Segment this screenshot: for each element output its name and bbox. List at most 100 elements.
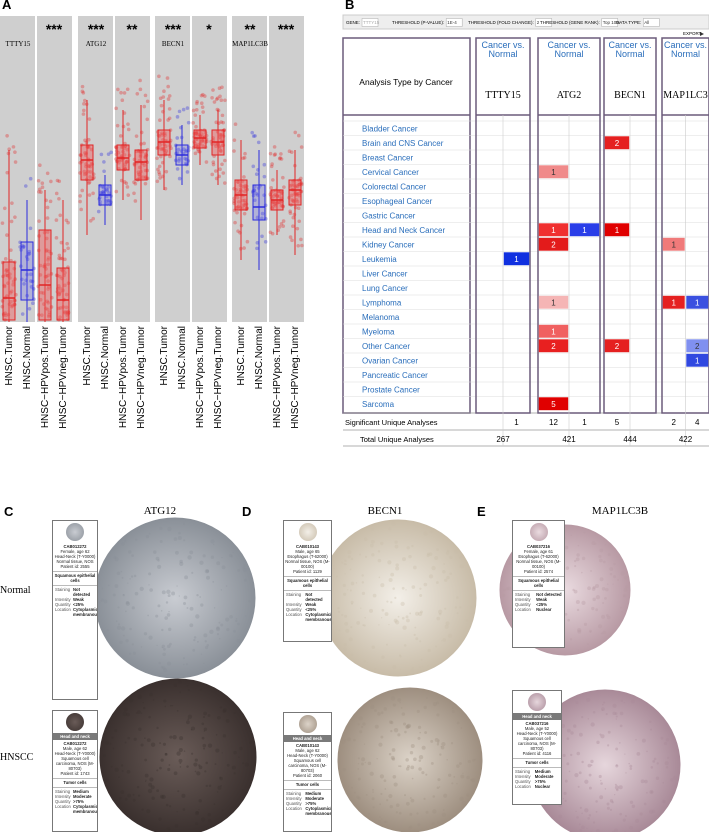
scatter-dot	[242, 246, 246, 250]
scatter-dot	[217, 132, 222, 137]
tissue-speck	[601, 707, 605, 711]
tissue-speck	[605, 712, 608, 716]
scatter-dot	[202, 94, 207, 98]
box	[38, 229, 52, 321]
tissue-speck	[601, 709, 604, 711]
analysis-cell	[604, 223, 630, 237]
tissue-speck	[431, 822, 435, 826]
tissue-speck	[661, 799, 666, 804]
tissue-speck	[156, 789, 160, 793]
significant-count: 1	[582, 418, 587, 427]
card-thumbnail	[513, 521, 564, 543]
thumbnail-image	[298, 715, 317, 733]
tissue-speck	[446, 549, 450, 553]
tissue-speck	[414, 626, 417, 629]
tissue-speck	[623, 575, 628, 580]
tissue-speck	[409, 751, 414, 755]
tissue-speck	[581, 825, 585, 830]
scatter-dot	[87, 193, 92, 197]
tissue-speck	[415, 637, 419, 641]
tissue-speck	[349, 568, 352, 571]
tissue-speck	[166, 589, 171, 595]
tissue-speck	[218, 637, 221, 640]
scatter-dot	[273, 192, 277, 197]
tissue-speck	[363, 624, 366, 627]
gene-name: BECN1	[162, 40, 185, 48]
scatter-dot	[221, 171, 226, 175]
scatter-dot	[40, 313, 44, 317]
scatter-dot	[277, 194, 282, 199]
control-input	[643, 18, 660, 27]
card-field: Quantity >75%	[513, 779, 561, 784]
tissue-speck	[442, 570, 446, 574]
tissue-speck	[405, 767, 410, 771]
field-label: Location	[515, 607, 531, 612]
tissue-speck	[426, 665, 429, 667]
tissue-speck	[444, 578, 448, 582]
tissue-speck	[216, 632, 220, 636]
analysis-cell	[686, 339, 709, 353]
tissue-speck	[411, 666, 414, 669]
tissue-speck	[200, 653, 203, 655]
tissue-speck	[116, 571, 121, 576]
scatter-dot	[142, 141, 146, 146]
scatter-dot	[57, 292, 62, 296]
cell-count: 1	[672, 298, 677, 307]
card-line: Male, age 62	[62, 746, 88, 751]
scatter-dot	[45, 205, 50, 210]
tissue-speck	[171, 591, 176, 596]
tissue-speck	[440, 745, 443, 748]
tissue-speck	[140, 646, 143, 648]
scatter-dot	[4, 313, 8, 318]
tissue-speck	[572, 588, 575, 592]
tissue-speck	[337, 607, 340, 610]
tissue-speck	[160, 794, 164, 799]
tissue-speck	[456, 612, 459, 615]
tissue-speck	[405, 725, 409, 729]
tissue-speck	[590, 570, 592, 572]
card-cell-type: Tumor cells	[295, 782, 320, 787]
scatter-dot	[214, 144, 218, 149]
card-field: Location Cytoplasmic/ membranous	[284, 612, 331, 622]
tissue-speck	[459, 606, 462, 609]
tissue-speck	[395, 811, 399, 814]
scatter-dot	[156, 167, 160, 172]
tissue-speck	[466, 793, 470, 797]
tissue-speck	[635, 818, 640, 823]
tissue-speck	[144, 773, 149, 778]
card-id: CAB012272	[63, 544, 87, 549]
scatter-dot	[82, 172, 87, 177]
tissue-speck	[562, 753, 566, 758]
scatter-dot	[184, 148, 189, 153]
tissue-speck	[469, 778, 472, 781]
card-line: Male, age 62	[295, 748, 320, 753]
scatter-dot	[106, 152, 111, 156]
tissue-speck	[222, 709, 226, 713]
tissue-speck	[589, 631, 592, 633]
tissue-speck	[436, 821, 440, 824]
tissue-speck	[578, 823, 581, 826]
field-label: Location	[286, 612, 302, 617]
scatter-dot	[184, 157, 189, 162]
tissue-speck	[611, 801, 614, 804]
scatter-dot	[243, 184, 248, 188]
tissue-speck	[385, 643, 388, 646]
scatter-dot	[191, 108, 196, 113]
tissue-speck	[124, 797, 128, 801]
tissue-speck	[390, 755, 395, 760]
scatter-dot	[295, 192, 300, 196]
tissue-speck	[168, 764, 171, 766]
tissue-speck	[131, 554, 134, 557]
tissue-speck	[137, 710, 141, 714]
scatter-dot	[46, 279, 50, 283]
tissue-speck	[614, 783, 617, 786]
tissue-speck	[371, 797, 375, 801]
tissue-speck	[417, 736, 421, 740]
scatter-dot	[122, 153, 127, 157]
tissue-speck	[362, 722, 366, 726]
scatter-dot	[109, 150, 113, 155]
scatter-dot	[217, 145, 222, 150]
tissue-speck	[366, 661, 369, 664]
tissue-speck	[173, 537, 178, 541]
